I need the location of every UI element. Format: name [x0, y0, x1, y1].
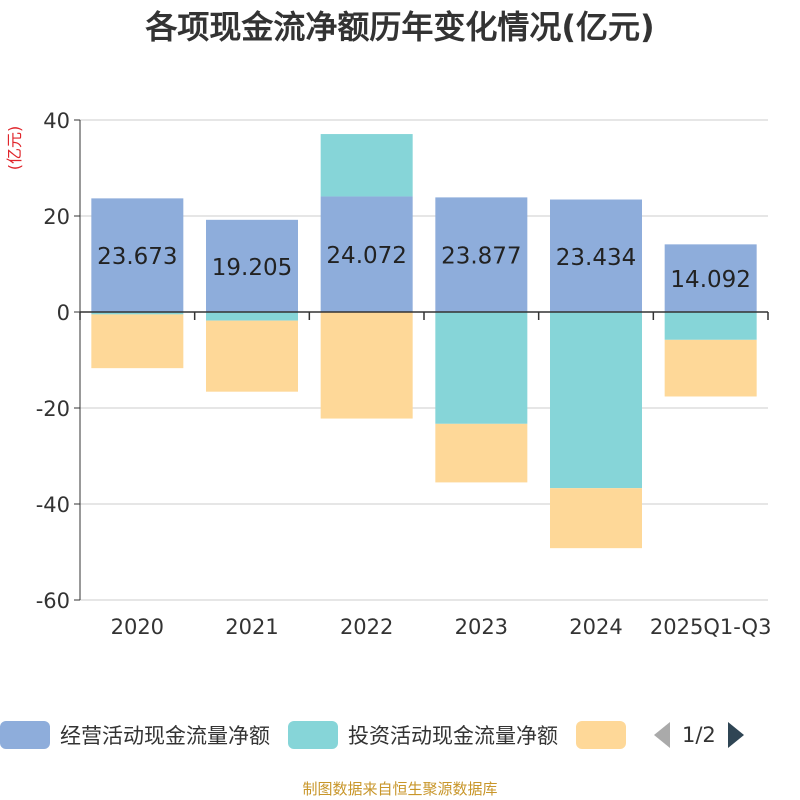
- x-tick-label: 2024: [569, 615, 622, 639]
- bar-series1-2021: [206, 312, 298, 321]
- bar-series2-2022: [320, 312, 413, 419]
- bar-series2-2021: [206, 320, 298, 392]
- bar-series0-2022: [320, 196, 413, 312]
- legend-swatch-investing: [288, 721, 338, 749]
- y-tick-label: -40: [36, 493, 70, 517]
- y-tick-label: -60: [36, 589, 70, 613]
- legend-item-investing[interactable]: 投资活动现金流量净额: [288, 720, 558, 750]
- bar-series2-2020: [91, 314, 184, 369]
- data-label: 19.205: [212, 255, 292, 281]
- x-tick-label: 2025Q1-Q3: [650, 615, 772, 639]
- bar-series1-2024: [550, 312, 642, 489]
- y-axis-unit-label: (亿元): [5, 126, 24, 171]
- bar-series1-2020: [91, 312, 184, 315]
- legend-label-investing: 投资活动现金流量净额: [348, 724, 558, 748]
- source-note: 制图数据来自恒生聚源数据库: [302, 780, 498, 798]
- y-tick-label: -20: [36, 397, 70, 421]
- legend-pager: 1/2: [654, 722, 744, 748]
- legend-page-indicator: 1/2: [682, 723, 716, 747]
- chart-plot: (亿元) 40 20 0 -20 -40 -60 23.673 19.205 24.072 23.8…: [5, 109, 772, 639]
- x-tick-label: 2021: [225, 615, 278, 639]
- legend-item-operating[interactable]: 经营活动现金流量净额: [0, 720, 270, 750]
- data-label: 23.877: [441, 244, 521, 270]
- x-tick-label: 2022: [340, 615, 393, 639]
- y-tick-label: 0: [57, 301, 70, 325]
- legend-next-page-icon[interactable]: [727, 722, 744, 748]
- bar-series0-2021: [206, 219, 298, 312]
- bar-series0-2024: [550, 199, 642, 312]
- legend: 经营活动现金流量净额 投资活动现金流量净额 1/2: [0, 716, 744, 754]
- y-tick-label: 40: [43, 109, 70, 133]
- legend-item-financing[interactable]: [576, 721, 636, 749]
- data-label: 24.072: [326, 243, 406, 269]
- chart-title: 各项现金流净额历年变化情况(亿元): [145, 8, 655, 46]
- bar-series1-2022: [320, 134, 413, 197]
- x-tick-label: 2023: [455, 615, 508, 639]
- y-tick-label: 20: [43, 205, 70, 229]
- legend-swatch-operating: [0, 721, 50, 749]
- legend-swatch-financing: [576, 721, 626, 749]
- legend-label-operating: 经营活动现金流量净额: [60, 724, 270, 748]
- x-tick-label: 2020: [111, 615, 164, 639]
- bar-series2-2025Q1-Q3: [664, 339, 757, 397]
- bar-series1-2025Q1-Q3: [664, 312, 757, 340]
- bar-series0-2020: [91, 198, 184, 312]
- data-label: 14.092: [670, 267, 750, 293]
- bar-series1-2023: [435, 312, 528, 424]
- bar-series0-2025Q1-Q3: [664, 244, 757, 312]
- bar-series0-2023: [435, 197, 528, 312]
- legend-prev-page-icon[interactable]: [654, 722, 670, 748]
- data-label: 23.434: [556, 245, 636, 271]
- bar-series2-2023: [435, 423, 528, 483]
- data-label: 23.673: [97, 244, 177, 270]
- bar-series2-2024: [550, 488, 642, 549]
